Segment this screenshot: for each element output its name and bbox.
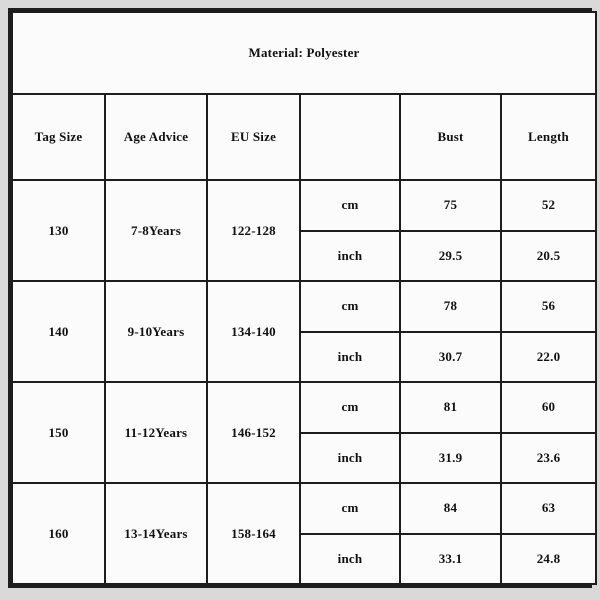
- size-chart-table: Material: Polyester Tag Size Age Advice …: [8, 8, 598, 588]
- cell-age-advice: 7-8Years: [104, 179, 208, 282]
- cell-unit-inch: inch: [299, 330, 401, 383]
- cell-unit-cm: cm: [299, 482, 401, 535]
- cell-tag-size: 130: [11, 179, 106, 282]
- table-row: inch 30.7 22.0: [12, 330, 598, 383]
- cell-tag-size: 150: [11, 381, 106, 484]
- header-row: Tag Size Age Advice EU Size Bust Length: [11, 93, 598, 181]
- cell-age-advice: 13-14Years: [104, 482, 208, 585]
- cell-bust-cm: 78: [399, 280, 502, 333]
- cell-age-advice: 11-12Years: [104, 381, 208, 484]
- cell-tag-size: 140: [11, 280, 106, 383]
- cell-unit-cm: cm: [299, 179, 401, 232]
- table-row: inch 33.1 24.8: [12, 532, 598, 585]
- header-length: Length: [499, 93, 598, 181]
- cell-length-inch: 20.5: [499, 229, 598, 282]
- cell-age-advice: 9-10Years: [104, 280, 208, 383]
- header-tag-size: Tag Size: [11, 93, 106, 181]
- header-eu-size: EU Size: [206, 93, 301, 181]
- cell-eu-size: 134-140: [206, 280, 301, 383]
- header-age-advice: Age Advice: [104, 93, 208, 181]
- cell-unit-cm: cm: [299, 280, 401, 333]
- cell-bust-inch: 31.9: [399, 431, 502, 484]
- cell-bust-inch: 33.1: [399, 532, 502, 585]
- cell-eu-size: 122-128: [206, 179, 301, 282]
- cell-bust-cm: 81: [399, 381, 502, 434]
- table-row: inch 29.5 20.5: [12, 229, 598, 282]
- table-row: 160 13-14Years 158-164 cm 84 63: [11, 482, 598, 585]
- cell-length-cm: 52: [499, 179, 598, 232]
- table-row: 150 11-12Years 146-152 cm 81 60: [11, 381, 598, 484]
- table-row: 140 9-10Years 134-140 cm 78 56: [11, 280, 598, 383]
- cell-length-inch: 22.0: [499, 330, 598, 383]
- cell-bust-cm: 84: [399, 482, 502, 535]
- cell-eu-size: 146-152: [206, 381, 301, 484]
- table-row: inch 31.9 23.6: [12, 431, 598, 484]
- cell-tag-size: 160: [11, 482, 106, 585]
- header-bust: Bust: [399, 93, 502, 181]
- header-unit: [299, 93, 401, 181]
- cell-length-cm: 56: [499, 280, 598, 333]
- cell-length-cm: 63: [499, 482, 598, 535]
- cell-unit-inch: inch: [299, 532, 401, 585]
- size-chart: Material: Polyester Tag Size Age Advice …: [10, 11, 598, 585]
- material-title: Material: Polyester: [10, 11, 598, 95]
- title-row: Material: Polyester: [10, 11, 598, 95]
- table-row: 130 7-8Years 122-128 cm 75 52: [11, 179, 598, 282]
- cell-bust-inch: 30.7: [399, 330, 502, 383]
- cell-unit-inch: inch: [299, 431, 401, 484]
- cell-bust-inch: 29.5: [399, 229, 502, 282]
- cell-unit-cm: cm: [299, 381, 401, 434]
- cell-length-cm: 60: [499, 381, 598, 434]
- cell-bust-cm: 75: [399, 179, 502, 232]
- cell-length-inch: 23.6: [499, 431, 598, 484]
- cell-eu-size: 158-164: [206, 482, 301, 585]
- cell-length-inch: 24.8: [499, 532, 598, 585]
- cell-unit-inch: inch: [299, 229, 401, 282]
